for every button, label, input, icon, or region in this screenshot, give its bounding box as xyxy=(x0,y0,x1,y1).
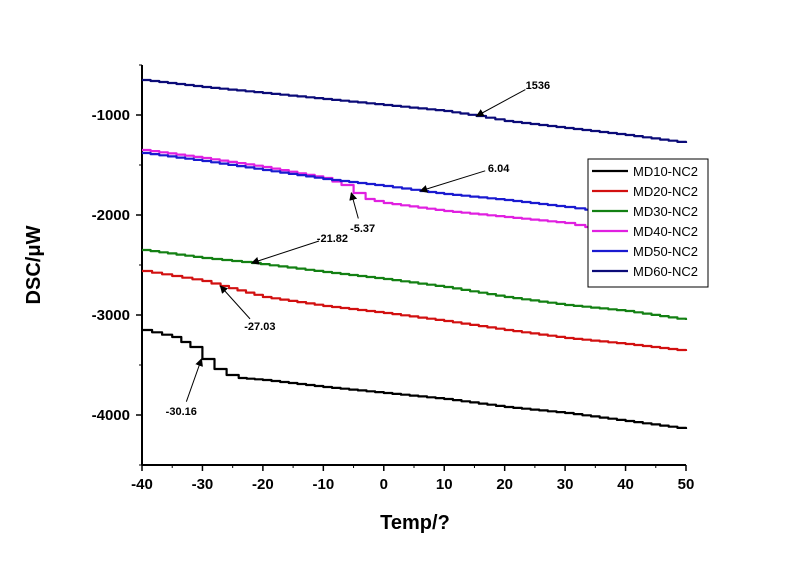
annotation-arrow xyxy=(185,358,203,402)
series-line-md20-nc2 xyxy=(142,269,688,352)
x-tick-label: 40 xyxy=(617,476,634,493)
annotation-arrow xyxy=(419,170,486,193)
x-tick-label: -10 xyxy=(312,476,334,493)
series-line-md10-nc2 xyxy=(142,328,688,429)
legend-label-md60-nc2: MD60-NC2 xyxy=(633,264,698,279)
y-tick-label: -2000 xyxy=(92,207,130,224)
legend-label-md30-nc2: MD30-NC2 xyxy=(633,204,698,219)
y-tick-label: -3000 xyxy=(92,307,130,324)
x-tick-label: 10 xyxy=(436,476,453,493)
y-tick-label: -1000 xyxy=(92,107,130,124)
x-tick-label: -20 xyxy=(252,476,274,493)
annotation-label: -27.03 xyxy=(244,321,275,333)
x-tick-label: -30 xyxy=(192,476,214,493)
annotation-label: -5.37 xyxy=(350,223,375,235)
annotation-arrow xyxy=(475,89,526,117)
series-line-md40-nc2 xyxy=(142,148,597,229)
annotation-arrow xyxy=(250,240,320,265)
series-line-md50-nc2 xyxy=(142,151,597,211)
x-tick-label: 0 xyxy=(380,476,388,493)
series-line-md30-nc2 xyxy=(142,248,688,320)
x-tick-label: 30 xyxy=(557,476,574,493)
annotation-label: -21.82 xyxy=(317,233,348,245)
legend-label-md20-nc2: MD20-NC2 xyxy=(633,184,698,199)
x-tick-label: 20 xyxy=(496,476,513,493)
x-tick-label: -40 xyxy=(131,476,153,493)
annotation-arrow xyxy=(219,285,251,320)
series-group xyxy=(142,78,688,429)
axes: -40 -30 -20 -10 0 10 20 30 40 50 -4000 -3000 -2000 -1… xyxy=(92,64,695,493)
legend-box xyxy=(587,158,709,288)
annotation-label: -30.16 xyxy=(166,406,197,418)
x-tick-label: 50 xyxy=(678,476,695,493)
y-tick-label: -4000 xyxy=(92,407,130,424)
annotation-arrow xyxy=(349,192,359,219)
legend-label-md10-nc2: MD10-NC2 xyxy=(633,164,698,179)
y-axis-title: DSC/μW xyxy=(23,225,45,304)
legend-label-md50-nc2: MD50-NC2 xyxy=(633,244,698,259)
series-line-md60-nc2 xyxy=(142,78,688,143)
annotations-group: 1536 6.04 -5.37-21.82 -27.03 -30.16 xyxy=(166,80,550,418)
annotation-label: 1536 xyxy=(526,80,550,92)
legend: MD10-NC2 MD20-NC2 MD30-NC2 MD40-NC2 MD50-NC2… xyxy=(587,158,709,288)
legend-label-md40-nc2: MD40-NC2 xyxy=(633,224,698,239)
annotation-label: 6.04 xyxy=(488,163,510,175)
x-axis-title: Temp/? xyxy=(380,512,450,534)
